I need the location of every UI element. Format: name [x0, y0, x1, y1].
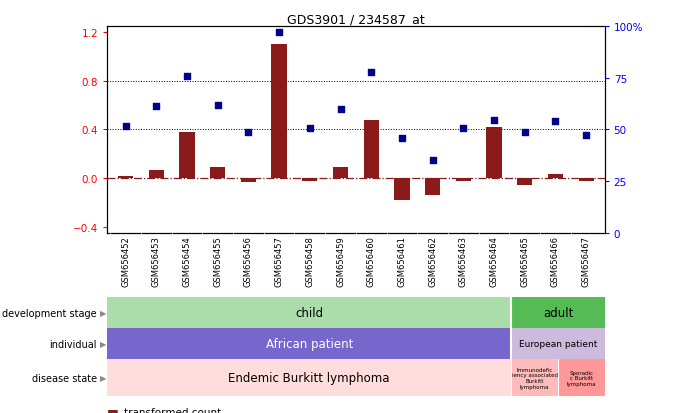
Text: GSM656462: GSM656462: [428, 235, 437, 286]
Text: GSM656465: GSM656465: [520, 235, 529, 286]
Bar: [558, 359, 605, 396]
Point: [489, 117, 500, 123]
Bar: [395, 179, 410, 201]
Text: ▶: ▶: [100, 373, 107, 382]
Bar: [179, 133, 195, 179]
Bar: [455, 179, 471, 181]
Point: [335, 106, 346, 113]
Text: Immunodefic
iency associated
Burkitt
lymphoma: Immunodefic iency associated Burkitt lym…: [511, 367, 558, 389]
Text: African patient: African patient: [265, 337, 353, 350]
Text: GSM656467: GSM656467: [582, 235, 591, 286]
Bar: [548, 175, 563, 179]
Text: transformed count: transformed count: [124, 407, 222, 413]
Text: GSM656453: GSM656453: [152, 235, 161, 286]
Bar: [511, 328, 605, 359]
Bar: [302, 179, 317, 181]
Point: [274, 30, 285, 36]
Text: GSM656457: GSM656457: [274, 235, 283, 286]
Text: GSM656464: GSM656464: [489, 235, 499, 286]
Bar: [511, 297, 605, 328]
Text: GSM656456: GSM656456: [244, 235, 253, 286]
Bar: [511, 359, 558, 396]
Text: European patient: European patient: [519, 339, 597, 348]
Text: Endemic Burkitt lymphoma: Endemic Burkitt lymphoma: [229, 371, 390, 385]
Bar: [107, 297, 511, 328]
Point: [580, 133, 591, 140]
Text: Sporadic
c Burkitt
lymphoma: Sporadic c Burkitt lymphoma: [567, 370, 596, 386]
Text: ■: ■: [107, 406, 119, 413]
Bar: [578, 179, 594, 181]
Text: development stage: development stage: [2, 308, 97, 318]
Point: [550, 118, 561, 125]
Text: GSM656455: GSM656455: [213, 235, 223, 286]
Text: individual: individual: [49, 339, 97, 349]
Text: ▶: ▶: [100, 309, 107, 317]
Point: [427, 157, 438, 164]
Bar: [210, 168, 225, 179]
Bar: [333, 168, 348, 179]
Point: [120, 123, 131, 130]
Text: GSM656458: GSM656458: [305, 235, 314, 286]
Bar: [425, 179, 440, 196]
Text: adult: adult: [543, 306, 573, 319]
Bar: [272, 45, 287, 179]
Bar: [107, 328, 511, 359]
Point: [182, 74, 193, 80]
Bar: [486, 128, 502, 179]
Text: ▶: ▶: [100, 339, 107, 348]
Bar: [240, 179, 256, 182]
Text: GSM656454: GSM656454: [182, 235, 191, 286]
Point: [397, 135, 408, 142]
Bar: [107, 359, 511, 396]
Bar: [118, 176, 133, 179]
Point: [304, 126, 315, 132]
Bar: [517, 179, 533, 186]
Text: GSM656466: GSM656466: [551, 235, 560, 286]
Text: GSM656460: GSM656460: [367, 235, 376, 286]
Bar: [363, 120, 379, 179]
Text: GSM656463: GSM656463: [459, 235, 468, 286]
Point: [151, 104, 162, 110]
Text: disease state: disease state: [32, 373, 97, 383]
Point: [458, 126, 469, 132]
Text: child: child: [295, 306, 323, 319]
Bar: [149, 170, 164, 179]
Point: [212, 102, 223, 109]
Point: [366, 70, 377, 76]
Point: [243, 129, 254, 136]
Text: GSM656459: GSM656459: [336, 235, 345, 286]
Title: GDS3901 / 234587_at: GDS3901 / 234587_at: [287, 13, 425, 26]
Point: [519, 129, 530, 136]
Text: GSM656461: GSM656461: [397, 235, 406, 286]
Text: GSM656452: GSM656452: [121, 235, 130, 286]
